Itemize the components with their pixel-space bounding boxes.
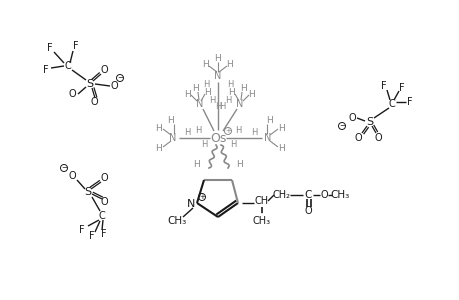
Text: N: N [196, 99, 203, 109]
Text: F: F [381, 81, 386, 91]
Text: O: O [100, 65, 107, 75]
Text: F: F [398, 83, 404, 93]
Text: O: O [373, 133, 381, 143]
Text: H: H [226, 80, 233, 88]
Text: CH: CH [254, 196, 269, 206]
Text: O: O [303, 206, 311, 216]
Text: H: H [218, 101, 225, 110]
Text: F: F [101, 229, 106, 239]
Text: H: H [278, 143, 285, 152]
Text: O: O [319, 190, 327, 200]
Text: Os: Os [209, 131, 226, 145]
Text: H: H [155, 143, 162, 152]
Text: CH₃: CH₃ [252, 216, 270, 226]
Text: O: O [100, 173, 107, 183]
Text: H: H [240, 83, 247, 92]
Text: H: H [204, 88, 211, 97]
Text: N: N [169, 133, 176, 143]
Text: S: S [84, 187, 91, 197]
Text: H: H [184, 89, 191, 98]
Text: H: H [230, 140, 235, 148]
Text: H: H [201, 140, 207, 148]
Text: C: C [64, 61, 71, 71]
Text: F: F [79, 225, 84, 235]
Text: O: O [353, 133, 361, 143]
Text: −: − [61, 165, 67, 171]
Text: O: O [347, 113, 355, 123]
Text: N: N [214, 71, 221, 81]
Text: H: H [234, 125, 241, 134]
Text: H: H [224, 95, 231, 104]
Text: N: N [236, 99, 243, 109]
Text: −: − [117, 75, 123, 81]
Text: H: H [214, 53, 221, 62]
Text: H: H [202, 59, 209, 68]
Text: C: C [304, 190, 311, 200]
Text: C: C [98, 211, 105, 221]
Text: CH₃: CH₃ [167, 216, 186, 226]
Text: H: H [236, 160, 243, 169]
Text: H: H [226, 59, 233, 68]
Text: H: H [193, 160, 200, 169]
Text: H: H [278, 124, 285, 133]
Text: H: H [214, 101, 221, 110]
Text: +: + [199, 194, 205, 200]
Text: H: H [208, 95, 215, 104]
Text: H: H [202, 80, 209, 88]
Text: CH₂: CH₂ [272, 190, 291, 200]
Text: CH₃: CH₃ [330, 190, 349, 200]
Text: S: S [366, 117, 373, 127]
Text: O: O [90, 97, 98, 107]
Text: H: H [192, 83, 199, 92]
Text: F: F [47, 43, 53, 53]
Text: H: H [250, 128, 257, 136]
Text: O: O [100, 197, 107, 207]
Text: C: C [388, 99, 395, 109]
Text: H: H [228, 88, 235, 97]
Text: H: H [195, 125, 201, 134]
Text: F: F [73, 41, 78, 51]
Text: O: O [110, 81, 118, 91]
Text: +: + [224, 128, 230, 134]
Text: H: H [266, 116, 273, 124]
Text: F: F [406, 97, 412, 107]
Text: H: H [167, 116, 174, 124]
Text: N: N [186, 199, 195, 209]
Text: H: H [155, 124, 162, 133]
Text: F: F [89, 231, 95, 241]
Text: H: H [184, 128, 190, 136]
Text: O: O [68, 89, 76, 99]
Text: N: N [264, 133, 271, 143]
Text: F: F [43, 65, 49, 75]
Text: −: − [338, 123, 344, 129]
Text: O: O [68, 171, 76, 181]
Text: S: S [86, 79, 93, 89]
Text: H: H [248, 89, 255, 98]
